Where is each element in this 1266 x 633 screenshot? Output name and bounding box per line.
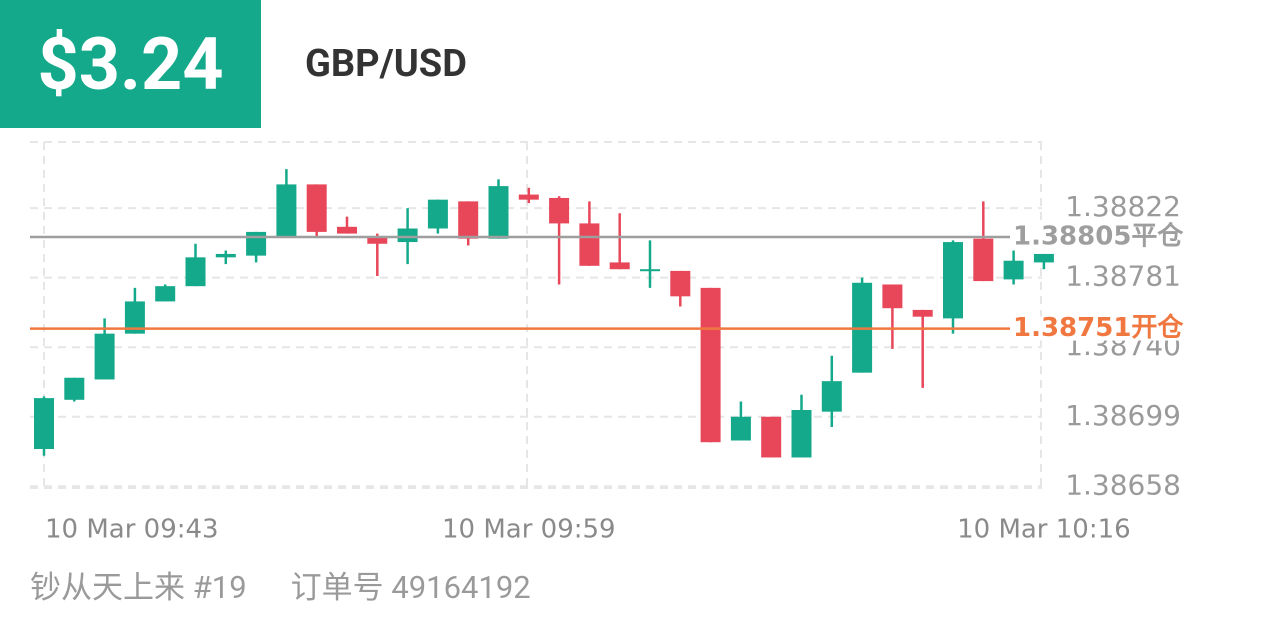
candle-body [185, 257, 206, 287]
candle-body [912, 309, 933, 317]
candle-body [973, 238, 994, 282]
candle-body [215, 253, 236, 258]
candle-body [34, 398, 54, 449]
candle-body [579, 223, 600, 266]
x-tick-label: 10 Mar 10:16 [957, 515, 1131, 545]
candle-body [155, 286, 176, 302]
candle-body [730, 416, 751, 441]
candle-body [700, 287, 721, 443]
candle-body [761, 416, 782, 458]
candle-body [609, 262, 630, 270]
candle-body [458, 201, 479, 239]
y-tick-label: 1.38699 [1065, 399, 1181, 432]
candle-body [276, 184, 297, 237]
y-tick-label: 1.38822 [1065, 190, 1181, 223]
reference-label-bg [1011, 316, 1183, 341]
symbol: GBP/USD [305, 42, 467, 86]
candle-body [246, 231, 267, 256]
x-tick-label: 10 Mar 09:43 [45, 515, 219, 545]
candle-body [640, 269, 660, 272]
candle-body [427, 199, 448, 229]
reference-label-bg [1011, 224, 1183, 249]
frame [30, 141, 1042, 489]
candle-body [821, 381, 842, 412]
y-tick-label: 1.38781 [1065, 260, 1181, 293]
candle-body [1033, 253, 1054, 263]
candle-body [943, 242, 963, 319]
candle-body [64, 377, 85, 400]
candle-body [1003, 260, 1024, 280]
user: 钞从天上来 #19 [30, 569, 247, 606]
candle-body [397, 228, 418, 243]
footer: 钞从天上来 #19 订单号 49164192 [30, 562, 575, 607]
candle-body [518, 194, 539, 200]
candle-body [882, 284, 903, 309]
reference-label: 1.38805平仓 [1013, 220, 1184, 251]
candle-body [549, 197, 570, 224]
reference-label: 1.38751开仓 [1013, 312, 1184, 343]
order-number: 订单号 49164192 [290, 569, 531, 606]
candle-body [791, 409, 812, 458]
candle-body [124, 301, 145, 334]
candle-body [94, 333, 115, 380]
candle-body [367, 236, 388, 244]
candle-body [337, 226, 357, 234]
candle-body [306, 184, 327, 232]
candle-body [670, 270, 691, 297]
y-tick-label: 1.38658 [1065, 468, 1181, 501]
x-tick-label: 10 Mar 09:59 [442, 515, 616, 545]
profit-badge: $3.24 [0, 0, 261, 128]
candle-body [488, 186, 509, 239]
